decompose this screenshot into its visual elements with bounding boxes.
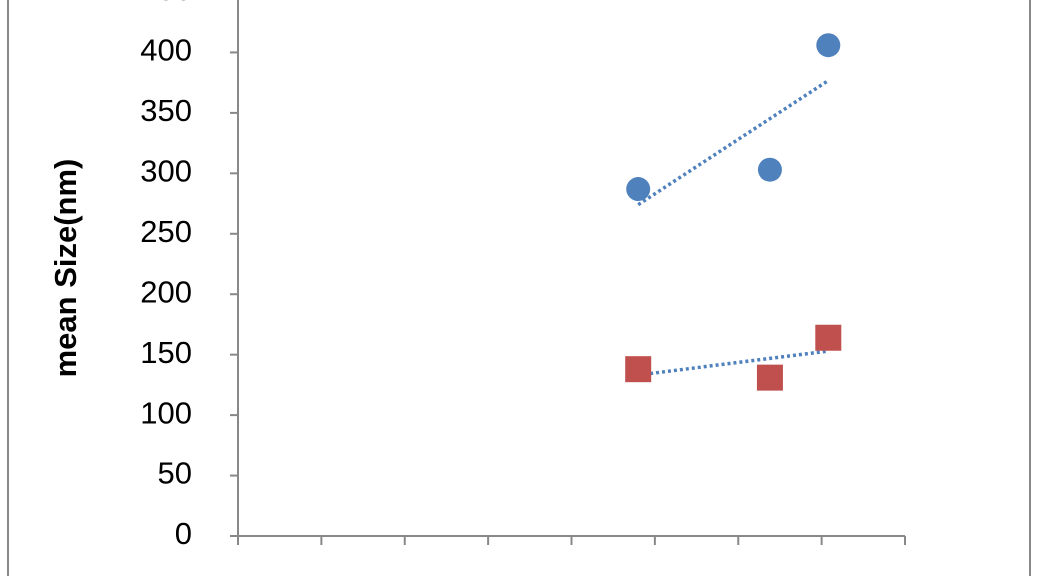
trendline: [637, 349, 829, 377]
y-tick-label: 50: [158, 456, 192, 491]
point: [625, 356, 652, 383]
y-tick-label: 450: [140, 0, 192, 7]
y-axis-label: mean Size(nm): [48, 159, 83, 378]
y-tick-label: 0: [175, 516, 192, 551]
y-tick-label: 350: [140, 93, 192, 128]
y-tick-label: 250: [140, 214, 192, 249]
y-tick-label: 100: [140, 395, 192, 430]
y-tick-label: 300: [140, 154, 192, 189]
y-tick-label: 400: [140, 33, 192, 68]
point: [626, 177, 651, 202]
point: [757, 157, 782, 182]
trendline: [637, 79, 830, 207]
point: [815, 324, 842, 351]
y-tick-label: 150: [140, 335, 192, 370]
chart-frame: [7, 0, 1031, 576]
point: [816, 33, 841, 58]
point: [756, 364, 783, 391]
y-tick-label: 200: [140, 274, 192, 309]
